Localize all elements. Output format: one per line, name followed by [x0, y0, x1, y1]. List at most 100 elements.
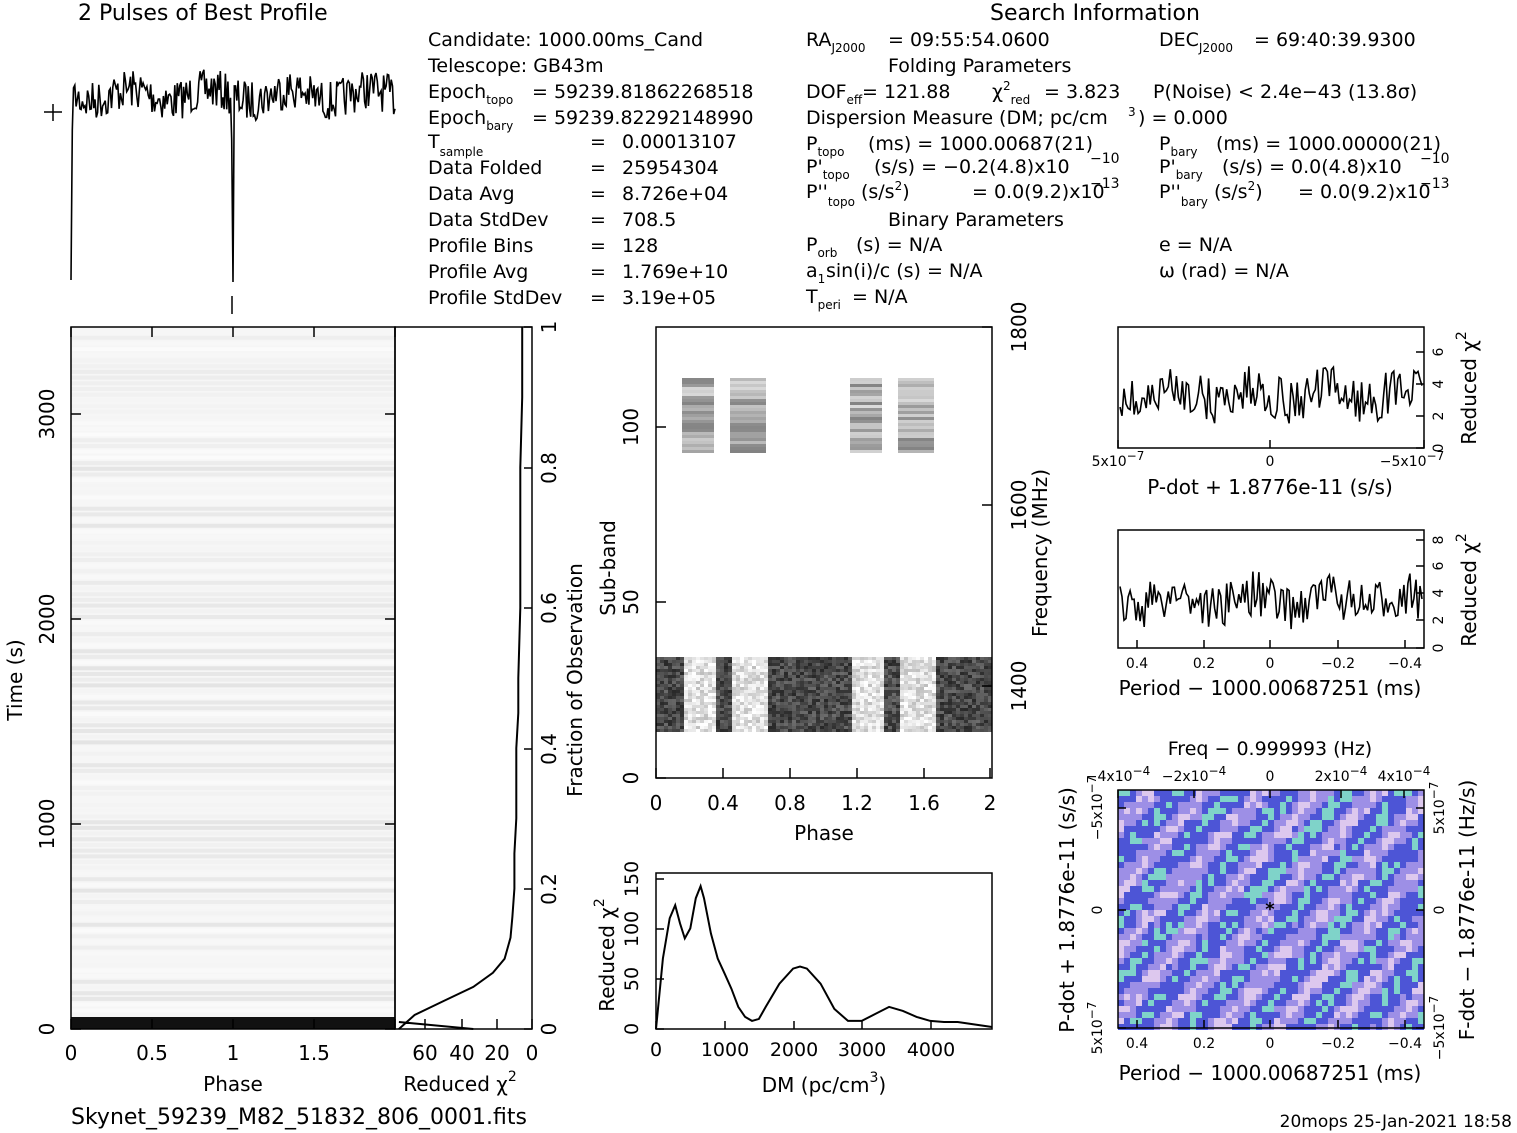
ppdot-cell: [1406, 910, 1412, 916]
ppdot-cell: [1130, 892, 1136, 898]
subband-cell: [856, 675, 860, 678]
subband-cell: [712, 720, 716, 723]
subband-cell: [900, 723, 904, 726]
subband-cell: [900, 714, 904, 717]
ppdot-cell: [1292, 1012, 1298, 1018]
ppdot-cell: [1418, 976, 1424, 982]
subband-cell: [776, 657, 780, 660]
subband-cell: [680, 729, 684, 732]
ppdot-cell: [1124, 892, 1130, 898]
subband-cell: [916, 690, 920, 693]
ppdot-cell: [1220, 982, 1226, 988]
ppdot-cell: [1412, 886, 1418, 892]
ppdot-cell: [1280, 892, 1286, 898]
subband-cell: [856, 660, 860, 663]
subband-cell: [844, 726, 848, 729]
ppdot-cell: [1190, 886, 1196, 892]
ppdot-cell: [1292, 832, 1298, 838]
subband-cell: [656, 672, 660, 675]
subband-cell: [748, 714, 752, 717]
subband-pulse-row: [898, 408, 934, 411]
subband-cell: [784, 720, 788, 723]
ppdot-cell: [1400, 868, 1406, 874]
subband-cell: [728, 708, 732, 711]
ppdot-cell: [1166, 850, 1172, 856]
subband-cell: [864, 660, 868, 663]
ppdot-cell: [1250, 1018, 1256, 1024]
subband-cell: [720, 678, 724, 681]
subband-cell: [988, 723, 992, 726]
ppdot-cell: [1220, 946, 1226, 952]
subband-cell: [908, 666, 912, 669]
subband-cell: [888, 705, 892, 708]
ppdot-cell: [1274, 910, 1280, 916]
subband-cell: [800, 696, 804, 699]
ppdot-cell: [1118, 874, 1124, 880]
time-phase-row: [71, 381, 395, 386]
ppdot-cell: [1196, 862, 1202, 868]
subband-cell: [944, 711, 948, 714]
ppdot-cell: [1232, 988, 1238, 994]
subband-cell: [688, 726, 692, 729]
ppdot-cell: [1382, 964, 1388, 970]
ppdot-cell: [1346, 874, 1352, 880]
subband-cell: [972, 720, 976, 723]
ppdot-cell: [1388, 982, 1394, 988]
ppdot-cell: [1346, 940, 1352, 946]
subband-cell: [880, 729, 884, 732]
ppdot-cell: [1286, 970, 1292, 976]
subband-pulse-row: [730, 426, 766, 429]
ppdot-cell: [1358, 808, 1364, 814]
ppdot-cell: [1136, 814, 1142, 820]
ppdot-cell: [1142, 988, 1148, 994]
ppdot-cell: [1310, 1006, 1316, 1012]
tc-ytick-3: 0.6: [537, 592, 561, 624]
subband-cell: [816, 726, 820, 729]
subband-cell: [780, 675, 784, 678]
subband-cell: [836, 714, 840, 717]
subband-cell: [912, 660, 916, 663]
subband-cell: [768, 669, 772, 672]
ppdot-cell: [1202, 874, 1208, 880]
subband-cell: [924, 660, 928, 663]
ppdot-cell: [1208, 796, 1214, 802]
ppdot-cell: [1316, 850, 1322, 856]
ppdot-cell: [1364, 952, 1370, 958]
dm-chi2-curve: [655, 882, 993, 1030]
ppdot-cell: [1226, 958, 1232, 964]
subband-cell: [772, 720, 776, 723]
subband-cell: [660, 669, 664, 672]
ppdot-cell: [1160, 922, 1166, 928]
ppdot-cell: [1340, 1012, 1346, 1018]
ppdot-cell: [1220, 940, 1226, 946]
ppdot-cell: [1298, 988, 1304, 994]
subband-cell: [920, 729, 924, 732]
subband-cell: [948, 678, 952, 681]
ppdot-cell: [1322, 934, 1328, 940]
subband-cell: [700, 672, 704, 675]
ppdot-cell: [1196, 922, 1202, 928]
subband-cell: [916, 672, 920, 675]
subband-pulse-row: [850, 441, 882, 444]
ppdot-cell: [1370, 790, 1376, 796]
subband-cell: [980, 666, 984, 669]
ppdot-cell: [1400, 964, 1406, 970]
ppdot-cell: [1406, 982, 1412, 988]
ppdot-cell: [1166, 1024, 1172, 1030]
subband-cell: [880, 690, 884, 693]
ppdot-cell: [1118, 832, 1124, 838]
ppdot-cell: [1202, 886, 1208, 892]
ppdot-cell: [1142, 880, 1148, 886]
subband-cell: [748, 672, 752, 675]
ppdot-cell: [1166, 982, 1172, 988]
pr-xtick-3: −0.2: [1321, 656, 1355, 672]
subband-cell: [904, 660, 908, 663]
ppdot-cell: [1172, 856, 1178, 862]
ppdot-cell: [1262, 922, 1268, 928]
ppdot-cell: [1256, 958, 1262, 964]
ppdot-cell: [1130, 1018, 1136, 1024]
ppdot-cell: [1346, 886, 1352, 892]
subband-cell: [780, 726, 784, 729]
ppdot-cell: [1316, 952, 1322, 958]
ppdot-cell: [1358, 952, 1364, 958]
